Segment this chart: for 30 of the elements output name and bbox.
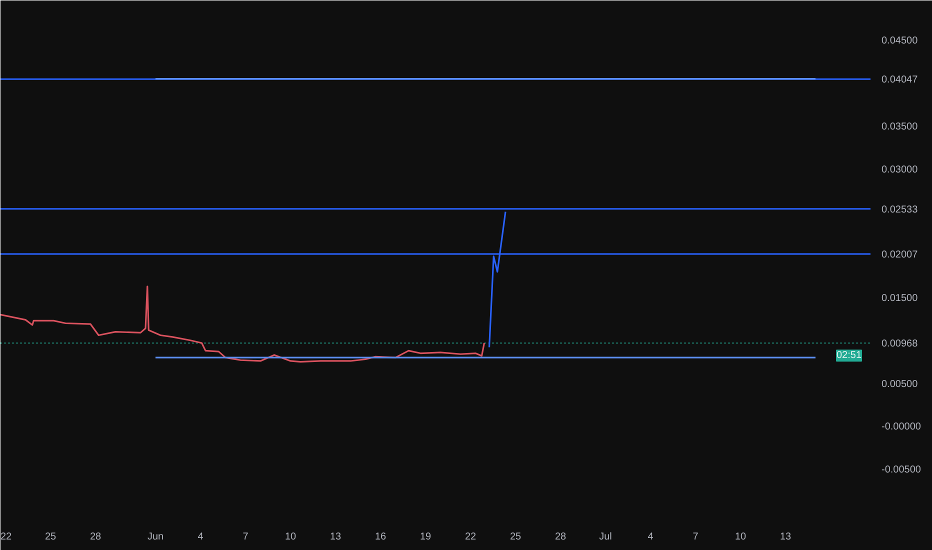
- y-tick-label: -0.00500: [882, 464, 922, 476]
- x-tick-label: Jul: [599, 532, 612, 542]
- ref-line-label: 0.02007: [882, 250, 918, 261]
- x-tick-label: Jun: [147, 532, 164, 542]
- y-tick-label: 0.03500: [882, 121, 918, 132]
- y-tick-label: 0.04500: [882, 36, 918, 47]
- x-tick-label: 7: [692, 532, 699, 542]
- x-tick-label: 22: [464, 532, 476, 542]
- x-tick-label: 10: [284, 532, 296, 542]
- x-tick-label: 7: [242, 532, 249, 542]
- x-tick-label: 10: [734, 532, 746, 542]
- y-tick-label: 0.03000: [882, 164, 918, 176]
- x-tick-label: 25: [510, 532, 522, 542]
- x-tick-label: 16: [374, 532, 386, 542]
- y-tick-label: 0.01500: [882, 293, 918, 304]
- x-tick-label: 19: [420, 532, 432, 542]
- x-tick-label: 22: [0, 532, 12, 542]
- ref-line-label: 0.00968: [882, 338, 918, 350]
- x-tick-label: 4: [648, 532, 654, 542]
- x-tick-label: 28: [90, 532, 102, 542]
- y-tick-label: 0.00500: [882, 378, 918, 390]
- x-tick-label: 13: [330, 532, 342, 542]
- x-tick-label: 13: [780, 532, 792, 542]
- x-tick-label: 28: [554, 532, 566, 542]
- y-tick-label: -0.00000: [882, 422, 922, 433]
- x-tick-label: 4: [198, 532, 204, 542]
- ref-line-label: 0.04047: [882, 74, 918, 86]
- ref-line-label: 0.02533: [882, 204, 918, 216]
- annotation: 02:51: [836, 350, 862, 362]
- x-tick-label: 25: [44, 532, 56, 542]
